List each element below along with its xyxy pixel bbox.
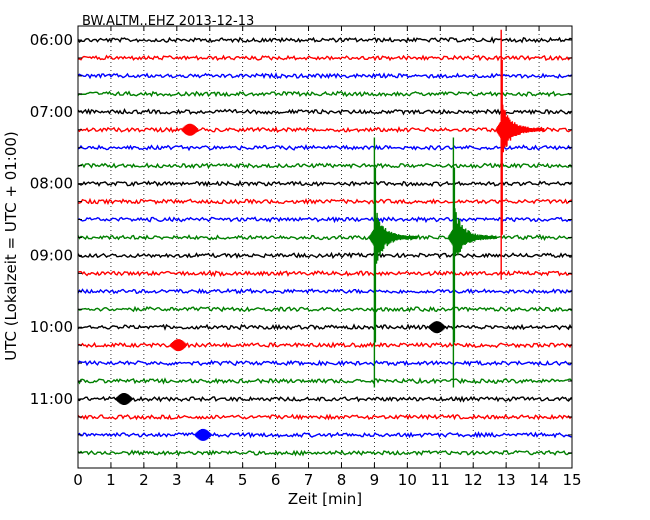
seismic-trace [77,323,573,331]
seismic-trace [77,90,572,98]
x-tick-label: 12 [464,471,483,489]
event-spike [495,29,545,280]
x-tick-label: 13 [497,471,516,489]
seismic-trace [77,341,573,349]
y-tick-label: 07:00 [30,103,73,121]
x-tick-label: 8 [337,471,347,489]
x-tick-label: 4 [205,471,215,489]
event-spike [169,339,188,352]
chart-title: BW.ALTM..EHZ 2013-12-13 [82,14,254,29]
x-tick-label: 11 [431,471,450,489]
x-tick-label: 6 [271,471,281,489]
event-spike [181,123,199,136]
seismic-trace [77,395,573,403]
seismic-trace [77,359,573,367]
y-tick-label: 11:00 [30,390,73,408]
event-spike [194,428,212,441]
event-spike [115,392,133,406]
seismic-trace [77,377,573,385]
x-tick-label: 3 [172,471,182,489]
y-axis-label: UTC (Lokalzeit = UTC + 01:00) [2,131,20,361]
y-tick-label: 09:00 [30,246,73,264]
event-spike [428,321,446,334]
x-tick-label: 9 [370,471,380,489]
seismic-trace [77,179,573,188]
seismic-trace [77,144,572,152]
seismic-trace [77,305,573,313]
event-spikes [115,29,545,441]
seismic-trace [77,107,573,116]
seismic-trace [77,126,572,134]
seismic-trace [77,54,572,62]
x-tick-label: 14 [530,471,549,489]
seismic-trace [77,197,572,206]
y-tick-label: 06:00 [30,31,73,49]
x-tick-label: 5 [238,471,248,489]
x-tick-label: 2 [139,471,149,489]
seismic-trace [77,36,572,44]
seismic-trace [77,162,573,170]
y-axis-ticks: 06:00 07:00 08:00 09:00 10:00 11:00 [30,31,572,454]
event-spike [447,137,497,388]
x-tick-label: 10 [398,471,417,489]
seismic-trace [77,449,572,457]
seismic-trace [77,413,572,421]
y-tick-label: 10:00 [30,318,73,336]
x-tick-label: 0 [73,471,83,489]
seismic-trace [77,233,572,242]
trace-lines [77,36,573,457]
seismic-trace [77,270,572,278]
seismic-trace [77,430,572,439]
seismic-trace [77,287,573,295]
x-axis-label: Zeit [min] [288,490,362,508]
event-spike [368,137,418,388]
y-tick-label: 08:00 [30,175,73,193]
x-tick-label: 1 [106,471,116,489]
seismic-trace [77,216,572,224]
seismic-trace [77,251,572,260]
seismic-trace [77,71,572,80]
x-tick-label: 7 [304,471,314,489]
x-axis-ticks: 0 1 2 3 4 5 6 7 8 9 10 11 12 13 14 15 [73,26,582,489]
x-tick-label: 15 [562,471,581,489]
plot-frame [77,25,573,469]
